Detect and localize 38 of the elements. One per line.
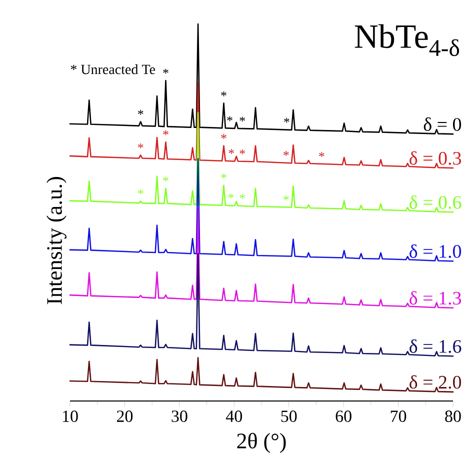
annotation: * [284,118,290,123]
series-label: δ = 2.0 [410,375,462,389]
x-axis-title: 2θ (°) [237,432,286,453]
annotation: * Unreacted Te [70,64,156,74]
annotation: * [221,174,226,178]
annotation: * [163,130,168,136]
annotation: * [221,134,226,139]
x-tick-label: 10 [62,410,78,422]
annotation: * [319,152,324,157]
series-label: δ = 1.0 [410,244,462,258]
y-axis-title: Intensity (a.u.) [46,177,66,304]
annotation: * [138,143,144,148]
series-label: δ = 0.3 [410,151,462,165]
x-tick-label: 40 [226,410,242,422]
annotation: * [221,91,226,96]
annotation: * [138,189,144,194]
x-tick-label: 60 [336,410,352,422]
x-tick-label: 70 [390,410,406,422]
chart-title: NbTe$_{4-δ}$ [354,24,460,56]
series-label: δ = 1.3 [410,291,462,305]
annotation: * [240,116,245,122]
series-label: δ = 1.6 [410,339,462,353]
annotation: * [163,176,168,182]
series-label: δ = 0 [424,117,462,131]
annotation: * [240,194,245,199]
annotation: * [284,151,289,156]
x-tick-label: 30 [172,410,188,422]
series-label: δ = 0.6 [410,195,462,209]
annotation: * [228,194,234,198]
annotation: * [163,68,168,74]
annotation: * [284,196,289,200]
annotation: * [240,150,245,154]
annotation: * [138,110,144,115]
x-tick-label: 20 [116,410,133,422]
x-tick-label: 80 [445,410,461,422]
annotation: * [228,149,234,154]
x-tick-label: 50 [281,410,297,422]
annotation: * [227,116,232,122]
